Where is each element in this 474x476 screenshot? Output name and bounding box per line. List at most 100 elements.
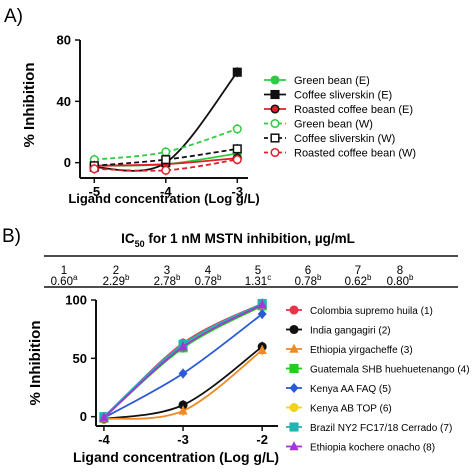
y-tick-label: 0	[80, 409, 87, 424]
data-point	[232, 144, 242, 154]
ic50-value-cell: 0.78b	[295, 273, 322, 288]
y-tick-label: 40	[57, 94, 71, 109]
ic50-value: 0.78	[295, 276, 317, 288]
panel-a: A) % Inhibition Ligand concentration (Lo…	[4, 6, 416, 206]
legend-marker	[270, 89, 280, 100]
ic50-value-cell: 0.78b	[195, 273, 222, 288]
ic50-value-cell: 2.29b	[103, 273, 130, 288]
ic50-value-cell: 0.62b	[345, 273, 372, 288]
ic50-header-cell: 8	[397, 265, 403, 277]
ic50-header-cell: 5	[255, 265, 261, 277]
legend-label: Kenya AA FAQ (5)	[310, 384, 391, 395]
legend-label: Roasted coffee bean (E)	[294, 104, 413, 116]
data-point	[232, 155, 242, 165]
ic50-value: 2.29	[103, 276, 125, 288]
series-line-4	[94, 128, 238, 161]
data-point	[99, 412, 109, 422]
legend-marker	[270, 133, 280, 143]
data-point	[161, 147, 171, 157]
series-line-7	[103, 302, 263, 418]
ic50-title-sub: 50	[135, 239, 145, 249]
data-point	[232, 124, 242, 134]
x-tick-label: -4	[98, 432, 110, 447]
legend-label: Coffee sliverskin (W)	[294, 133, 395, 145]
ic50-header-cell: 4	[205, 265, 212, 277]
panel-a-legend: Green bean (E) Coffee sliverskin (E) Roas…	[264, 75, 416, 160]
legend-marker	[270, 118, 280, 129]
panel-b-y-label: % Inhibition	[27, 321, 44, 406]
panel-a-x-label: Ligand concentration (Log g/L)	[68, 191, 259, 206]
ic50-superscript: a	[73, 273, 78, 282]
legend-label: Ethiopia kochere onacho (8)	[310, 443, 435, 454]
ic50-value: 0.62	[345, 276, 367, 288]
x-tick-label: -2	[256, 432, 268, 447]
ic50-header-cell: 1	[61, 265, 67, 277]
data-point	[161, 165, 171, 175]
legend-marker	[289, 324, 299, 335]
data-point	[232, 67, 242, 77]
panel-b-ticks: -4 -3 -2 0 50 100	[65, 293, 268, 448]
legend-label: Brazil NY2 FC17/18 Cerrado (7)	[310, 423, 452, 434]
ic50-header-cell: 6	[305, 265, 311, 277]
legend-marker	[289, 402, 299, 413]
legend-label: Kenya AB TOP (6)	[310, 404, 392, 415]
panel-a-ticks: -5 -4 -3 0 40 80	[57, 33, 244, 200]
data-point	[257, 299, 267, 309]
legend-marker	[289, 422, 299, 432]
panel-b-legend: Colombia supremo huila (1) India gangagir…	[286, 305, 470, 454]
series-line-6	[94, 158, 238, 172]
legend-label: Green bean (W)	[294, 119, 373, 131]
panel-b-series	[99, 298, 267, 424]
data-point	[257, 308, 267, 320]
legend-marker	[270, 75, 280, 85]
ic50-value: 0.80	[387, 276, 409, 288]
legend-label: India gangagiri (2)	[310, 326, 391, 337]
x-tick-label: -4	[160, 184, 172, 199]
ic50-value: 0.60	[51, 276, 73, 288]
panel-a-series	[89, 67, 242, 176]
ic50-superscript: c	[267, 273, 271, 282]
ic50-superscript: b	[176, 273, 181, 282]
panel-b: B) IC50 for 1 nM MSTN inhibition, µg/mL …	[2, 226, 470, 465]
legend-label: Roasted coffee bean (W)	[294, 148, 416, 160]
panel-a-label: A)	[4, 6, 23, 27]
legend-marker	[270, 104, 280, 114]
ic50-value-cell: 0.80b	[387, 273, 414, 288]
x-tick-label: -3	[231, 184, 243, 199]
ic50-superscript: b	[217, 273, 222, 282]
ic50-value-cell: 0.60a	[51, 273, 78, 288]
ic50-value-cell: 1.31c	[245, 273, 271, 288]
panel-b-label: B)	[2, 226, 21, 247]
ic50-superscript: b	[125, 273, 130, 282]
legend-marker	[270, 147, 280, 158]
ic50-title-main: IC	[121, 231, 135, 246]
ic50-value-cell: 2.78b	[154, 273, 181, 288]
data-point	[178, 405, 188, 415]
data-point	[257, 344, 267, 354]
panel-a-y-label: % Inhibition	[21, 63, 38, 148]
ic50-superscript: b	[409, 273, 414, 282]
legend-label: Green bean (E)	[294, 75, 370, 87]
legend-marker	[289, 363, 299, 374]
legend-marker	[289, 382, 299, 394]
legend-marker	[289, 441, 299, 451]
ic50-title-rest: for 1 nM MSTN inhibition, µg/mL	[145, 231, 355, 246]
legend-label: Coffee sliverskin (E)	[294, 90, 392, 102]
y-tick-label: 80	[57, 33, 71, 48]
ic50-value: 0.78	[195, 276, 217, 288]
y-tick-label: 0	[64, 155, 71, 170]
data-point	[178, 368, 188, 379]
x-tick-label: -5	[89, 184, 101, 199]
legend-marker	[289, 305, 299, 315]
legend-label: Guatemala SHB huehuetenango (4)	[310, 365, 470, 376]
ic50-table-title: IC50 for 1 nM MSTN inhibition, µg/mL	[121, 231, 355, 249]
x-tick-label: -3	[177, 432, 189, 447]
ic50-superscript: b	[317, 273, 322, 282]
series-line-5	[94, 147, 238, 167]
panel-b-x-label: Ligand concentration (Log g/L)	[73, 449, 279, 465]
ic50-header-cell: 3	[164, 265, 170, 277]
y-tick-label: 50	[73, 351, 87, 366]
data-point	[178, 341, 188, 351]
ic50-superscript: b	[367, 273, 372, 282]
